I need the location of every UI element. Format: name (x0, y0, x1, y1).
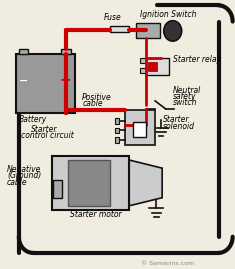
Bar (146, 58, 169, 75)
Text: cable: cable (7, 178, 28, 186)
Bar (115, 137, 119, 143)
Bar (52, 156, 129, 210)
Bar (136, 23, 160, 38)
Bar (148, 62, 157, 71)
Text: Starter motor: Starter motor (70, 210, 122, 218)
Text: switch: switch (173, 98, 197, 107)
Text: +: + (60, 73, 72, 87)
Text: Starter relay: Starter relay (173, 55, 221, 64)
Text: (Ground): (Ground) (7, 171, 41, 180)
Circle shape (164, 21, 182, 41)
Bar (19, 49, 28, 54)
Bar (133, 122, 146, 137)
Text: −: − (19, 75, 28, 86)
Text: © Samarins.com: © Samarins.com (141, 261, 194, 266)
Polygon shape (129, 160, 162, 206)
Bar (115, 118, 119, 124)
Text: solenoid: solenoid (163, 122, 195, 130)
Text: safety: safety (173, 92, 196, 101)
Bar (61, 49, 70, 54)
Text: Starter: Starter (163, 115, 190, 124)
Bar (140, 58, 146, 63)
Text: Positive: Positive (82, 93, 112, 101)
Bar (125, 110, 155, 145)
Text: Starter: Starter (31, 125, 57, 134)
Text: Neutral: Neutral (173, 86, 201, 95)
Bar (16, 54, 75, 113)
Text: Ignition Switch: Ignition Switch (140, 10, 196, 19)
Text: control circuit: control circuit (21, 131, 74, 140)
Bar (110, 26, 129, 32)
Text: cable: cable (82, 99, 103, 108)
Text: Battery: Battery (19, 115, 47, 124)
Text: Fuse: Fuse (103, 13, 121, 22)
Bar (53, 180, 62, 198)
Bar (68, 160, 110, 206)
Text: Negative: Negative (7, 165, 41, 174)
Bar (140, 68, 146, 73)
Bar (115, 128, 119, 133)
